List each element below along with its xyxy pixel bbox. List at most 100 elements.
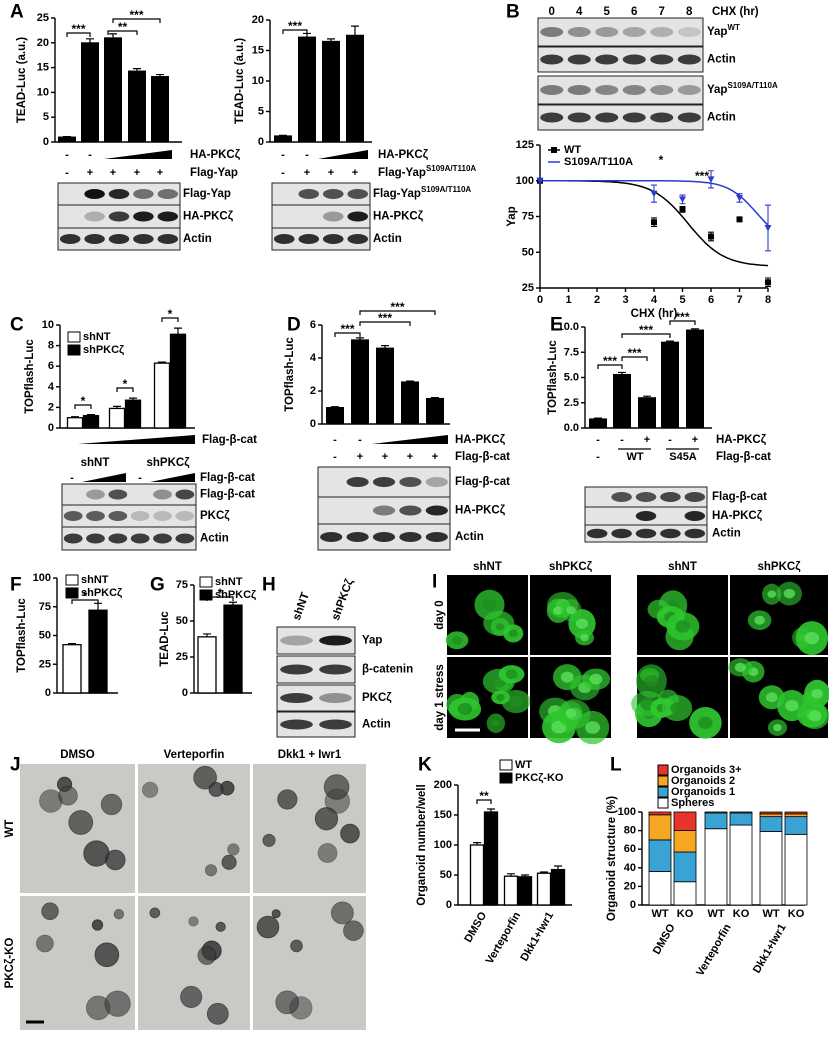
y-tick-label: 75 xyxy=(522,211,534,223)
blot-band xyxy=(133,189,154,199)
y-axis-label: TEAD-Luc xyxy=(159,611,171,667)
blot-label-main: β-catenin xyxy=(362,664,413,676)
blot-band xyxy=(175,489,195,500)
legend-swatch xyxy=(67,331,81,343)
point xyxy=(736,194,743,202)
significance: *** xyxy=(378,311,392,325)
y-tick-label: 25 xyxy=(37,12,49,24)
error-bar xyxy=(540,871,548,874)
panel-label: B xyxy=(506,2,520,23)
blot-label-main: Flag-Yap xyxy=(183,188,231,200)
blot-label-main: Yap xyxy=(362,635,382,647)
significance: * xyxy=(81,394,86,408)
fit-curve xyxy=(540,180,769,226)
organoid xyxy=(36,934,54,953)
panel-label: I xyxy=(432,572,437,593)
lane-label: 8 xyxy=(686,6,693,18)
bar xyxy=(483,811,499,906)
organoid xyxy=(314,807,339,831)
blot-label: Actin xyxy=(707,54,736,66)
bar xyxy=(169,333,187,429)
blot-label-main: Actin xyxy=(373,233,402,245)
bracket xyxy=(112,18,161,23)
blot-label: Flag-β-cat xyxy=(200,489,255,501)
blot-band xyxy=(540,54,564,65)
bar-segment xyxy=(759,811,783,815)
blot-label: Actin xyxy=(200,533,229,545)
blot-band xyxy=(540,27,564,37)
error-bar xyxy=(68,642,76,645)
row-label: day 1 stress xyxy=(434,664,446,731)
organoid xyxy=(142,781,159,798)
blot-band xyxy=(595,112,619,123)
error-bar xyxy=(158,361,166,364)
bar xyxy=(81,42,99,143)
point xyxy=(536,177,544,185)
stain-label: β-cat xyxy=(452,580,480,592)
point xyxy=(708,233,714,240)
bracket xyxy=(71,599,99,604)
error-bar xyxy=(86,38,94,43)
legend-label: WT xyxy=(515,759,532,771)
organoid xyxy=(180,985,203,1008)
error-bar xyxy=(487,808,495,812)
error-bar xyxy=(381,345,389,349)
legend-label: PKCζ-KO xyxy=(515,772,564,784)
blot-label: Actin xyxy=(455,531,484,543)
x-tick-label: 3 xyxy=(622,294,628,306)
organoid xyxy=(193,765,217,790)
significance: ** xyxy=(118,20,128,34)
y-tick-label: 100 xyxy=(434,839,452,851)
blot-band xyxy=(567,54,591,65)
organoid xyxy=(262,833,276,847)
bar xyxy=(104,37,122,143)
bar xyxy=(638,397,656,429)
y-tick-label: 75 xyxy=(39,601,51,613)
blot-label-main: Actin xyxy=(712,528,741,540)
blot-band xyxy=(677,54,701,65)
nucleus xyxy=(765,692,778,703)
blot-label: β-catenin xyxy=(362,664,413,676)
x-tick-label: 2 xyxy=(594,294,600,306)
condition-name: HA-PKCζ xyxy=(378,149,429,161)
blot-band xyxy=(319,693,352,703)
point xyxy=(765,279,771,286)
column-label: DMSO xyxy=(60,749,95,761)
error-bar xyxy=(87,414,95,416)
panel-label: L xyxy=(610,755,622,776)
nucleus xyxy=(785,699,799,712)
y-tick-label: 20 xyxy=(37,37,49,49)
blot-band xyxy=(622,85,646,95)
x-tick-label: KO xyxy=(677,908,694,920)
blot-label-main: Yap xyxy=(707,26,727,38)
blot-label-main: Actin xyxy=(362,719,391,731)
y-tick-label: 6 xyxy=(310,319,316,331)
blot-band xyxy=(175,533,195,544)
blot-band xyxy=(157,189,179,199)
bar xyxy=(108,407,126,429)
blot-label-main: Actin xyxy=(707,54,736,66)
column-label: shNT xyxy=(473,561,502,573)
significance: ** xyxy=(479,789,489,803)
organoid xyxy=(188,916,199,927)
condition-label: - xyxy=(358,434,362,446)
bar-segment xyxy=(648,811,672,816)
y-tick-label: 50 xyxy=(39,630,51,642)
error-bar xyxy=(174,327,182,335)
blot-band xyxy=(319,719,352,730)
y-tick-label: 0 xyxy=(182,687,188,699)
error-bar xyxy=(113,405,121,409)
point xyxy=(679,196,686,203)
blot-band xyxy=(677,112,701,123)
organoid xyxy=(149,907,161,919)
organoid xyxy=(330,901,354,925)
point xyxy=(707,176,715,183)
bar xyxy=(503,875,519,906)
group-label: shPKCζ xyxy=(147,457,191,469)
y-tick-label: 7.5 xyxy=(564,346,579,358)
condition-label: + xyxy=(328,167,334,179)
panel-label: G xyxy=(150,575,165,596)
error-bar xyxy=(351,25,359,36)
nucleus xyxy=(575,618,589,629)
blot-band xyxy=(650,27,674,37)
